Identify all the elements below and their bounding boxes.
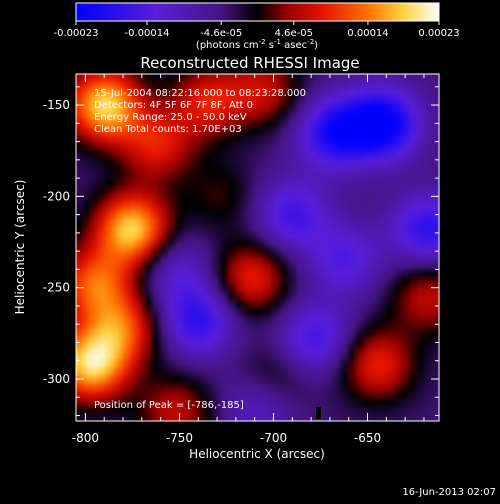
colorbar-tick-label: 4.6e-05 — [275, 28, 313, 39]
x-tick-label: -750 — [166, 431, 193, 445]
footer-timestamp: 16-Jun-2013 02:07 — [402, 487, 496, 498]
plot-area: -800 -750 -700 -650 -150 -200 -250 -300 15-Jul… — [43, 73, 440, 445]
annotation-detectors: Detectors: 4F 5F 6F 7F 8F, Att 0 — [94, 100, 253, 111]
colorbar-units-exp2: -1 — [274, 38, 281, 46]
plot-frame — [75, 73, 440, 422]
peak-marker — [316, 407, 321, 419]
heatmap-image — [76, 74, 439, 421]
y-tick-label: -150 — [43, 98, 70, 112]
colorbar-tick-label: -0.00023 — [54, 28, 99, 39]
x-tick-label: -650 — [354, 431, 381, 445]
colorbar-units-label: (photons cm-2 s-1 asec-2) — [196, 38, 318, 51]
plot-title: Reconstructed RHESSI Image — [140, 54, 359, 72]
colorbar-tick-label: 0.00014 — [347, 28, 388, 39]
colorbar-units-mid1: s — [266, 40, 274, 51]
annotation-time-range: 15-Jul-2004 08:22:16.000 to 08:23:28.000 — [94, 88, 306, 99]
x-tick-label: -700 — [260, 431, 287, 445]
colorbar-units-mid2: asec — [281, 40, 307, 51]
colorbar-tick-label: 0.00023 — [418, 28, 459, 39]
x-tick-label: -800 — [72, 431, 99, 445]
colorbar-tick-labels: -0.00023 -0.00014 -4.6e-05 4.6e-05 0.00014 0.… — [54, 28, 460, 39]
colorbar-ticks — [75, 21, 440, 25]
y-tick-label: -300 — [43, 372, 70, 386]
colorbar-tick-label: -4.6e-05 — [200, 28, 242, 39]
annotation-energy: Energy Range: 25.0 - 50.0 keV — [94, 112, 247, 123]
colorbar-units-exp3: -2 — [307, 38, 314, 46]
y-axis-label: Heliocentric Y (arcsec) — [13, 180, 27, 315]
colorbar: -0.00023 -0.00014 -4.6e-05 4.6e-05 0.00014 0.… — [54, 2, 460, 51]
x-axis-label: Heliocentric X (arcsec) — [189, 447, 325, 461]
x-axis-ticks — [84, 74, 425, 421]
colorbar-gradient — [76, 3, 439, 21]
annotation-clean: Clean Total counts: 1.70E+03 — [94, 124, 242, 135]
annotation-peak: Position of Peak = [-786,-185] — [94, 400, 244, 411]
colorbar-tick-label: -0.00014 — [125, 28, 170, 39]
colorbar-frame — [75, 2, 440, 22]
colorbar-units-exp1: -2 — [259, 38, 266, 46]
y-tick-label: -250 — [43, 281, 70, 295]
x-axis-tick-labels: -800 -750 -700 -650 — [72, 431, 381, 445]
y-axis-tick-labels: -150 -200 -250 -300 — [43, 98, 70, 386]
colorbar-units-prefix: (photons cm — [196, 40, 259, 51]
y-tick-label: -200 — [43, 189, 70, 203]
colorbar-units-suffix: ) — [314, 40, 318, 51]
y-axis-ticks — [76, 86, 439, 417]
